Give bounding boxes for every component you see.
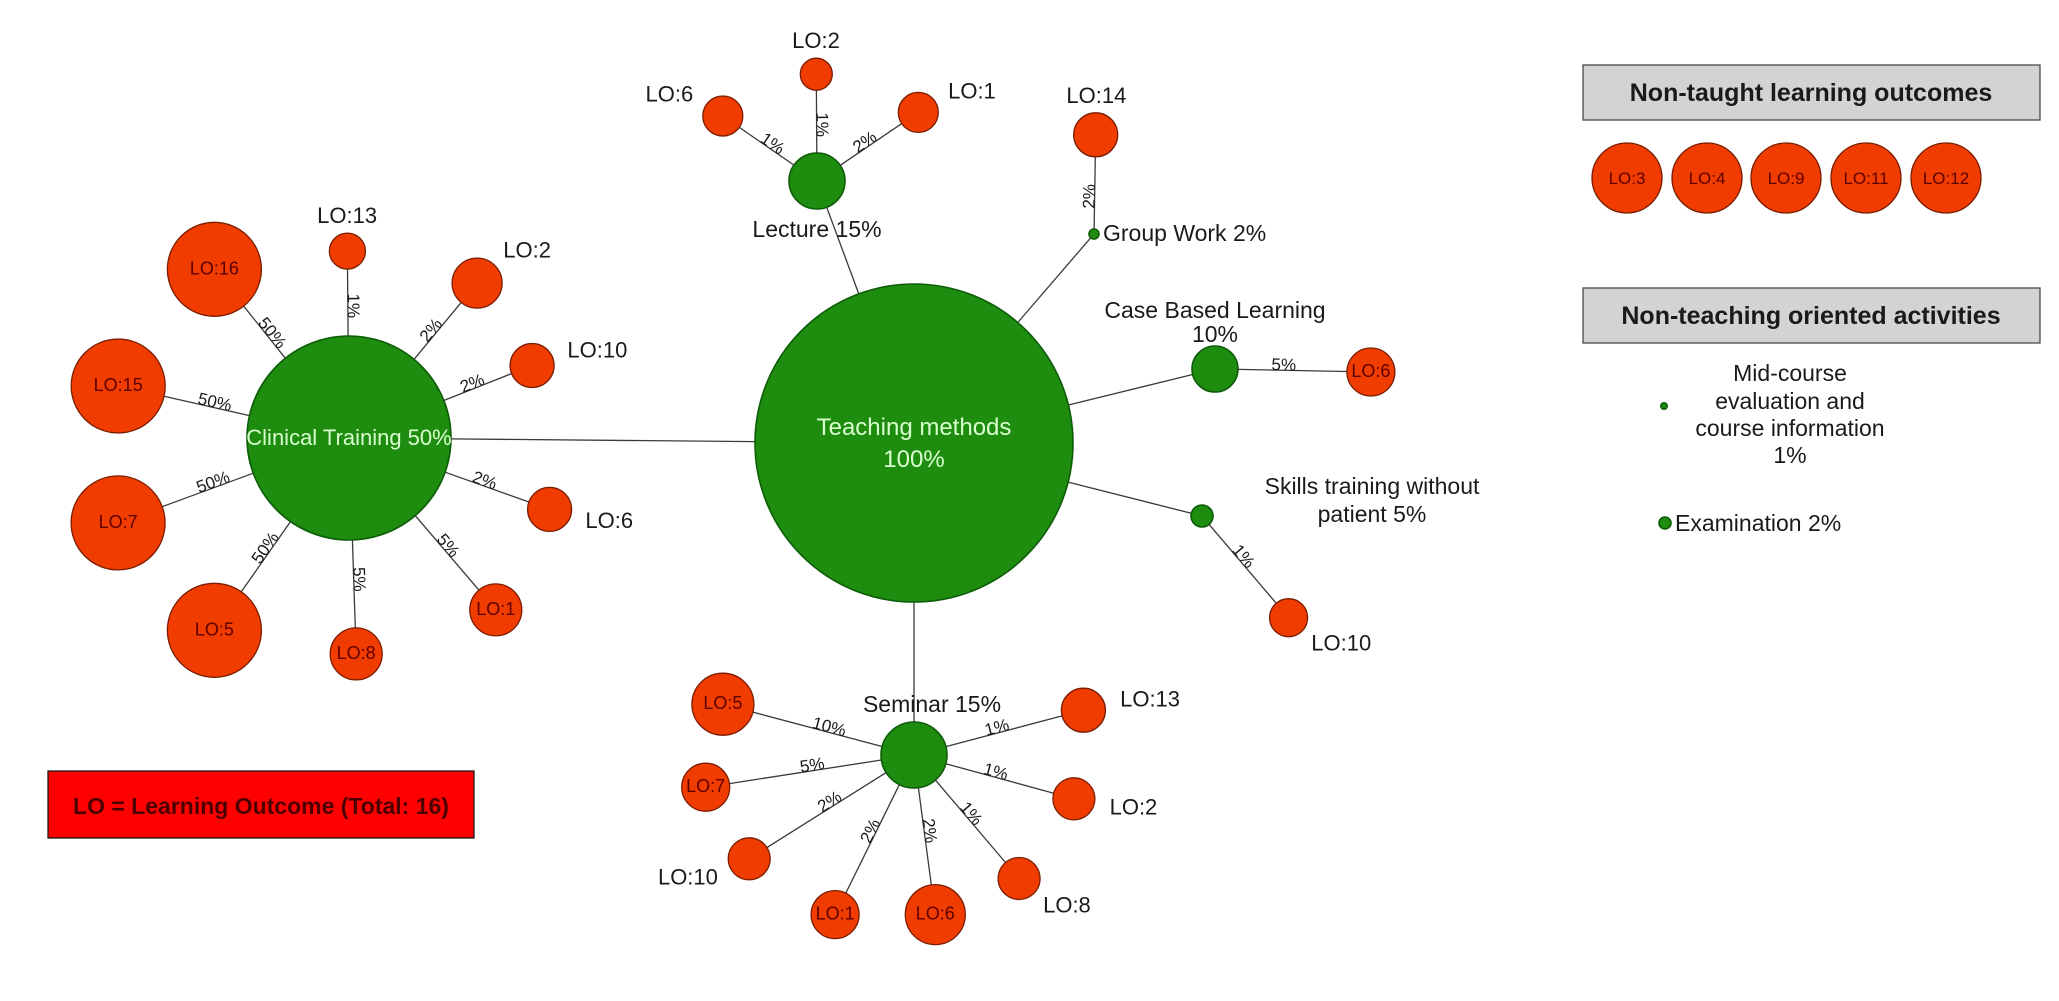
svg-text:LO:10: LO:10 [1311,630,1371,655]
svg-text:LO:15: LO:15 [94,375,143,395]
svg-text:LO:5: LO:5 [703,693,742,713]
svg-text:Lecture 15%: Lecture 15% [752,216,881,242]
svg-text:LO:16: LO:16 [190,258,239,278]
svg-text:2%: 2% [919,817,941,844]
svg-text:LO:14: LO:14 [1066,83,1126,108]
svg-text:LO:3: LO:3 [1609,169,1646,188]
svg-text:LO:1: LO:1 [948,78,996,103]
svg-text:Examination 2%: Examination 2% [1675,510,1841,536]
svg-text:Non-taught learning outcomes: Non-taught learning outcomes [1630,79,1993,107]
svg-text:evaluation and: evaluation and [1715,388,1865,414]
svg-text:Skills training without: Skills training without [1265,473,1480,499]
svg-text:Clinical Training 50%: Clinical Training 50% [246,425,451,450]
svg-text:1%: 1% [1773,442,1806,468]
svg-text:5%: 5% [1271,355,1296,374]
svg-text:LO:13: LO:13 [1120,687,1180,712]
svg-text:Teaching methods: Teaching methods [817,414,1012,441]
svg-text:5%: 5% [349,567,369,592]
svg-text:LO:1: LO:1 [476,599,515,619]
svg-text:LO:8: LO:8 [1043,893,1091,918]
svg-text:LO:10: LO:10 [658,865,718,890]
svg-text:LO:9: LO:9 [1768,169,1805,188]
svg-text:LO:13: LO:13 [317,203,377,228]
svg-text:LO:4: LO:4 [1689,169,1726,188]
svg-text:LO:6: LO:6 [1351,361,1390,381]
svg-text:patient 5%: patient 5% [1318,501,1427,527]
svg-text:LO:7: LO:7 [99,512,138,532]
svg-text:course information: course information [1695,415,1884,441]
svg-text:Case Based Learning: Case Based Learning [1104,297,1325,323]
svg-text:LO:5: LO:5 [195,619,234,639]
svg-text:100%: 100% [883,446,944,473]
svg-text:LO:1: LO:1 [816,904,855,924]
svg-text:LO:6: LO:6 [645,82,693,107]
svg-text:LO:11: LO:11 [1843,169,1888,188]
svg-text:1%: 1% [813,112,832,137]
svg-text:LO:6: LO:6 [585,508,633,533]
svg-text:LO:6: LO:6 [916,904,955,924]
svg-text:LO:7: LO:7 [686,776,725,796]
svg-text:LO:8: LO:8 [337,643,376,663]
svg-text:Mid-course: Mid-course [1733,360,1847,386]
svg-text:Seminar 15%: Seminar 15% [863,691,1001,717]
svg-text:LO:2: LO:2 [503,238,551,263]
svg-text:LO:2: LO:2 [1110,795,1158,820]
svg-text:LO:12: LO:12 [1923,169,1969,188]
svg-text:2%: 2% [1079,184,1098,209]
svg-text:Group Work 2%: Group Work 2% [1103,220,1266,246]
svg-text:LO:2: LO:2 [792,28,840,53]
svg-text:LO = Learning Outcome (Total:: LO = Learning Outcome (Total: 16) [73,793,449,819]
svg-text:5%: 5% [799,754,826,777]
svg-text:Non-teaching oriented activiti: Non-teaching oriented activities [1621,302,2000,330]
svg-text:1%: 1% [344,293,363,318]
svg-text:10%: 10% [1192,321,1238,347]
svg-text:LO:10: LO:10 [567,338,627,363]
